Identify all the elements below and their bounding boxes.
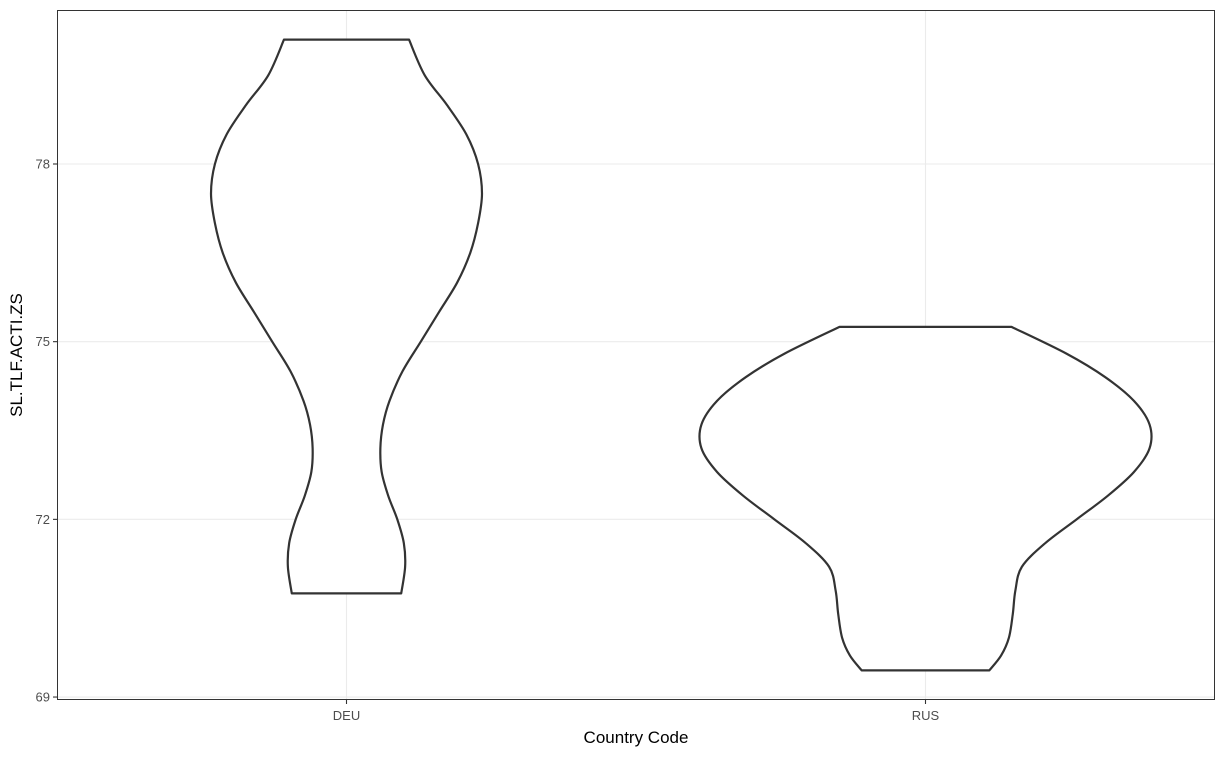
- y-tick-label-75: 75: [36, 334, 50, 349]
- y-axis: 69 72 75 78: [36, 156, 57, 705]
- violin-series: [209, 38, 1153, 672]
- x-tick-label-deu: DEU: [333, 708, 360, 723]
- x-axis: DEU RUS: [333, 700, 940, 723]
- plot-border: [57, 10, 1215, 700]
- x-axis-title: Country Code: [584, 728, 689, 747]
- x-tick-label-rus: RUS: [912, 708, 940, 723]
- y-tick-label-72: 72: [36, 512, 50, 527]
- violin-deu: [209, 38, 484, 595]
- y-tick-label-69: 69: [36, 690, 50, 705]
- y-axis-title: SL.TLF.ACTI.ZS: [7, 293, 26, 417]
- y-tick-label-78: 78: [36, 156, 50, 171]
- violin-rus: [698, 325, 1153, 672]
